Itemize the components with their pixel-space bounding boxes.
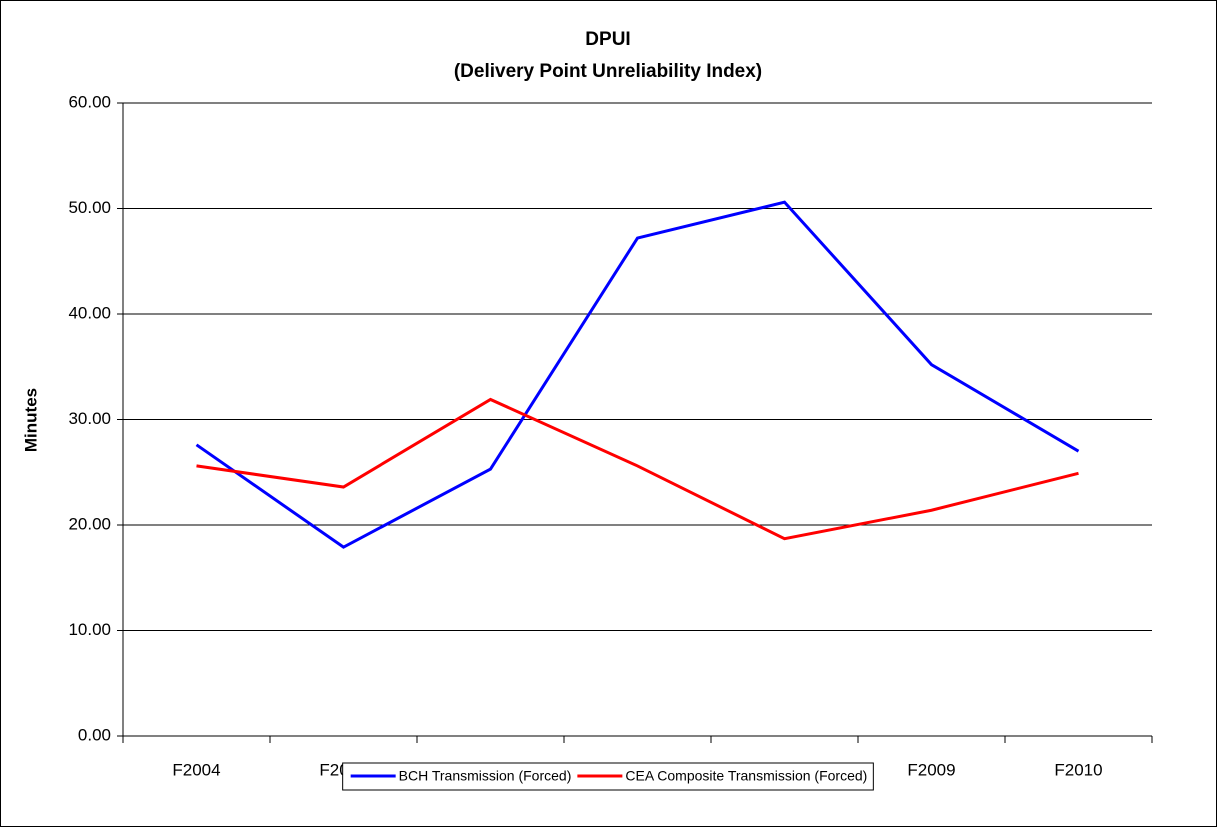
legend-box: [342, 762, 874, 791]
y-tick-label: 10.00: [68, 620, 111, 639]
y-tick-label: 60.00: [68, 92, 111, 111]
x-tick-label: F2010: [1054, 760, 1102, 779]
x-tick-label: F2009: [907, 760, 955, 779]
y-tick-label: 40.00: [68, 303, 111, 322]
series-line: [195, 200, 1080, 549]
y-tick-label: 30.00: [68, 409, 111, 428]
chart-subtitle: (Delivery Point Unreliability Index): [454, 61, 762, 82]
x-tick-label: F2004: [172, 760, 220, 779]
chart-title: DPUI: [585, 29, 630, 50]
legend: BCH Transmission (Forced) CEA Composite T…: [342, 762, 874, 791]
legend-label: BCH Transmission (Forced): [399, 768, 572, 784]
y-axis-label: Minutes: [21, 388, 40, 452]
y-tick-label: 50.00: [68, 198, 111, 217]
series-line: [196, 397, 1079, 541]
y-tick-label: 20.00: [68, 514, 111, 533]
legend-label: CEA Composite Transmission (Forced): [625, 768, 867, 784]
y-tick-label: 0.00: [78, 725, 111, 744]
